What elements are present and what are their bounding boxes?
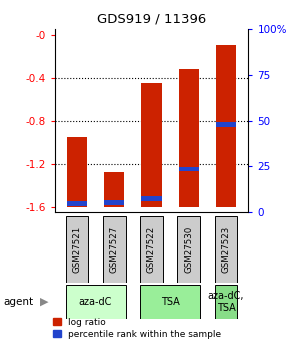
Text: GSM27523: GSM27523 [221, 226, 231, 273]
Text: aza-dC: aza-dC [79, 297, 112, 307]
Text: agent: agent [3, 297, 33, 307]
FancyBboxPatch shape [65, 216, 88, 283]
Text: aza-dC,
TSA: aza-dC, TSA [208, 291, 244, 313]
Bar [104, 172, 125, 207]
Text: TSA: TSA [161, 297, 179, 307]
Bar [67, 201, 87, 206]
FancyBboxPatch shape [178, 216, 200, 283]
Bar [67, 137, 87, 207]
Text: GSM27530: GSM27530 [184, 226, 193, 273]
Text: GSM27522: GSM27522 [147, 226, 156, 273]
FancyBboxPatch shape [65, 285, 125, 319]
Bar [104, 200, 125, 205]
Text: ▶: ▶ [40, 297, 48, 307]
Bar [178, 167, 199, 171]
Bar [216, 122, 236, 127]
Bar [141, 196, 162, 200]
FancyBboxPatch shape [140, 285, 200, 319]
Text: GSM27527: GSM27527 [110, 226, 119, 273]
Bar [216, 46, 236, 207]
FancyBboxPatch shape [140, 216, 163, 283]
FancyBboxPatch shape [103, 216, 125, 283]
Bar [178, 69, 199, 207]
Bar [141, 83, 162, 207]
Legend: log ratio, percentile rank within the sample: log ratio, percentile rank within the sa… [53, 318, 221, 339]
FancyBboxPatch shape [215, 285, 238, 319]
Text: GDS919 / 11396: GDS919 / 11396 [97, 12, 206, 25]
FancyBboxPatch shape [215, 216, 238, 283]
Text: GSM27521: GSM27521 [72, 226, 82, 273]
